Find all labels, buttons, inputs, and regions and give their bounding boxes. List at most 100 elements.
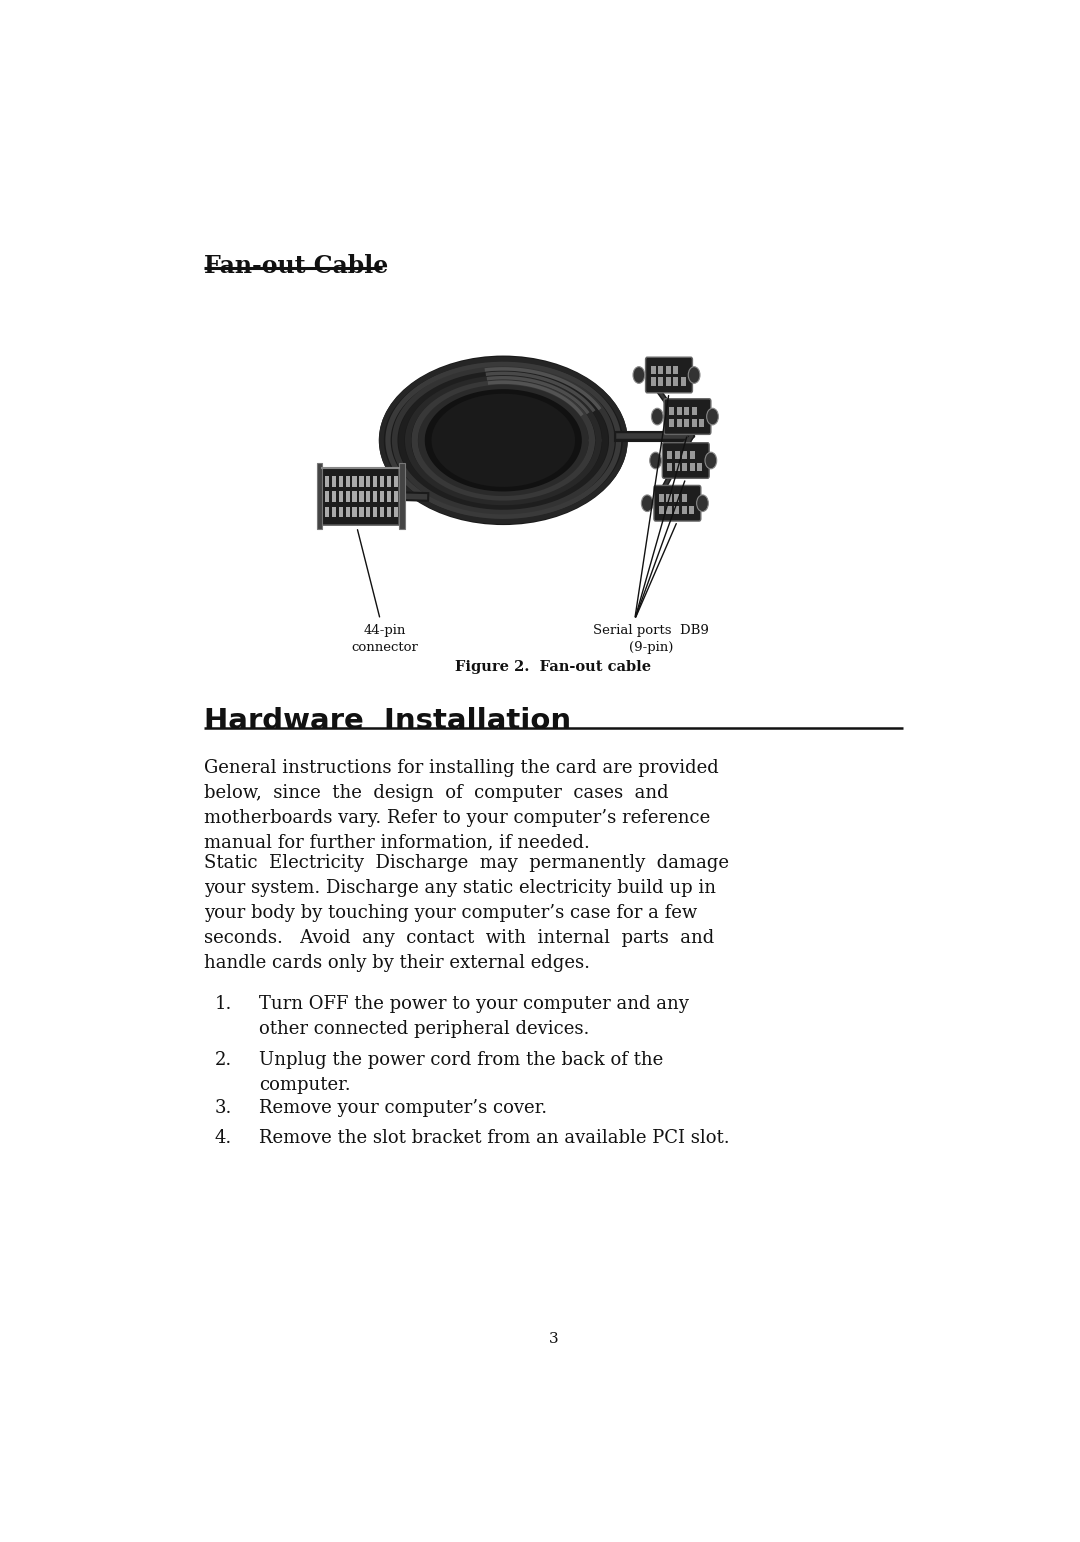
Bar: [667, 463, 673, 472]
Bar: [684, 419, 689, 427]
Ellipse shape: [379, 356, 627, 526]
Bar: [691, 407, 697, 415]
Bar: [689, 506, 694, 513]
Bar: [373, 476, 377, 487]
Bar: [366, 476, 370, 487]
Bar: [325, 476, 329, 487]
Text: 2.: 2.: [215, 1050, 232, 1069]
Bar: [659, 506, 664, 513]
Text: Figure 2.  Fan-out cable: Figure 2. Fan-out cable: [456, 660, 651, 674]
Bar: [675, 463, 680, 472]
Bar: [393, 507, 397, 518]
Bar: [373, 507, 377, 518]
Bar: [690, 463, 694, 472]
Bar: [380, 476, 384, 487]
Bar: [380, 507, 384, 518]
Bar: [352, 507, 356, 518]
Text: 3.: 3.: [215, 1099, 232, 1118]
Text: Remove your computer’s cover.: Remove your computer’s cover.: [259, 1099, 546, 1118]
Text: Unplug the power cord from the back of the
computer.: Unplug the power cord from the back of t…: [259, 1050, 663, 1093]
Bar: [346, 492, 350, 503]
Circle shape: [633, 367, 645, 384]
Bar: [400, 463, 405, 529]
Text: Fan-out Cable: Fan-out Cable: [204, 254, 389, 278]
Text: 3: 3: [549, 1332, 558, 1346]
Bar: [658, 378, 663, 386]
Text: 44-pin
connector: 44-pin connector: [351, 625, 418, 654]
Bar: [360, 507, 364, 518]
Bar: [669, 407, 674, 415]
Bar: [366, 507, 370, 518]
Bar: [684, 407, 689, 415]
Bar: [393, 492, 397, 503]
Bar: [675, 450, 680, 460]
Bar: [380, 492, 384, 503]
Circle shape: [651, 409, 663, 426]
Bar: [346, 476, 350, 487]
Circle shape: [697, 495, 708, 512]
FancyBboxPatch shape: [646, 358, 692, 393]
Circle shape: [706, 409, 718, 426]
Bar: [332, 492, 336, 503]
Text: General instructions for installing the card are provided
below,  since  the  de: General instructions for installing the …: [204, 759, 719, 851]
Bar: [666, 506, 672, 513]
Bar: [681, 493, 687, 503]
Bar: [690, 450, 694, 460]
Bar: [650, 378, 656, 386]
Bar: [318, 463, 323, 529]
Bar: [339, 492, 343, 503]
Bar: [676, 419, 681, 427]
Bar: [673, 378, 678, 386]
Bar: [387, 492, 391, 503]
Bar: [699, 419, 704, 427]
Text: Static  Electricity  Discharge  may  permanently  damage
your system. Discharge : Static Electricity Discharge may permane…: [204, 854, 729, 971]
FancyBboxPatch shape: [662, 443, 710, 478]
Bar: [666, 493, 672, 503]
Bar: [339, 507, 343, 518]
Bar: [676, 407, 681, 415]
Bar: [366, 492, 370, 503]
Bar: [332, 476, 336, 487]
Bar: [360, 492, 364, 503]
Bar: [691, 419, 697, 427]
Bar: [373, 492, 377, 503]
Bar: [352, 492, 356, 503]
Bar: [698, 463, 702, 472]
Bar: [387, 476, 391, 487]
Bar: [325, 507, 329, 518]
Text: 4.: 4.: [215, 1129, 232, 1147]
Circle shape: [642, 495, 653, 512]
Bar: [339, 476, 343, 487]
Bar: [669, 419, 674, 427]
Bar: [352, 476, 356, 487]
Bar: [667, 450, 673, 460]
FancyBboxPatch shape: [664, 399, 711, 435]
Bar: [674, 506, 679, 513]
Bar: [659, 493, 664, 503]
Bar: [346, 507, 350, 518]
FancyBboxPatch shape: [653, 486, 701, 521]
Text: Hardware  Installation: Hardware Installation: [204, 708, 571, 736]
Bar: [674, 493, 679, 503]
Bar: [650, 365, 656, 373]
Bar: [683, 450, 688, 460]
Text: 1.: 1.: [215, 995, 232, 1013]
Circle shape: [650, 452, 661, 469]
Bar: [325, 492, 329, 503]
Text: Serial ports  DB9
(9-pin): Serial ports DB9 (9-pin): [594, 625, 710, 654]
Bar: [332, 507, 336, 518]
Circle shape: [705, 452, 717, 469]
Bar: [393, 476, 397, 487]
Bar: [683, 463, 688, 472]
Bar: [360, 476, 364, 487]
Bar: [673, 365, 678, 373]
Bar: [658, 365, 663, 373]
Circle shape: [688, 367, 700, 384]
Bar: [681, 506, 687, 513]
Text: Turn OFF the power to your computer and any
other connected peripheral devices.: Turn OFF the power to your computer and …: [259, 995, 689, 1038]
Bar: [323, 467, 400, 524]
Bar: [665, 365, 671, 373]
Bar: [387, 507, 391, 518]
Text: Remove the slot bracket from an available PCI slot.: Remove the slot bracket from an availabl…: [259, 1129, 729, 1147]
Bar: [680, 378, 686, 386]
